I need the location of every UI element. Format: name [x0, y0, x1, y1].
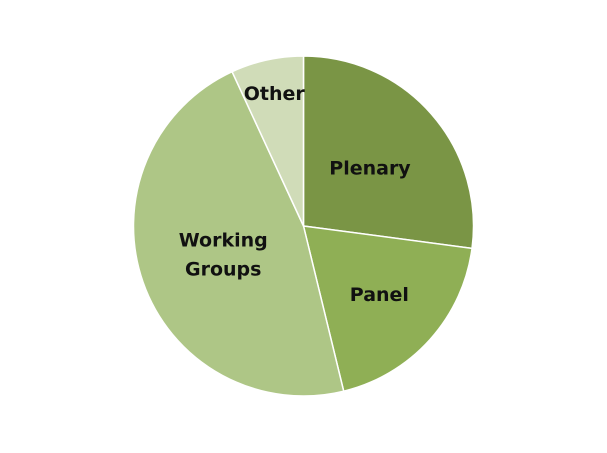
pie-slice-panel [302, 225, 473, 393]
pie-slice-other [231, 55, 305, 227]
pie-label-working-groups: Working Groups [179, 230, 268, 281]
pie-slices [132, 55, 475, 397]
pie-label-plenary: Plenary [329, 158, 411, 180]
pie-slice-working-groups [132, 70, 345, 397]
pie-label-other: Other [244, 83, 306, 105]
pie-labels: Plenary Panel Working Groups Other [179, 83, 412, 306]
pie-label-panel: Panel [350, 284, 409, 306]
pie-slice-plenary [302, 55, 475, 250]
